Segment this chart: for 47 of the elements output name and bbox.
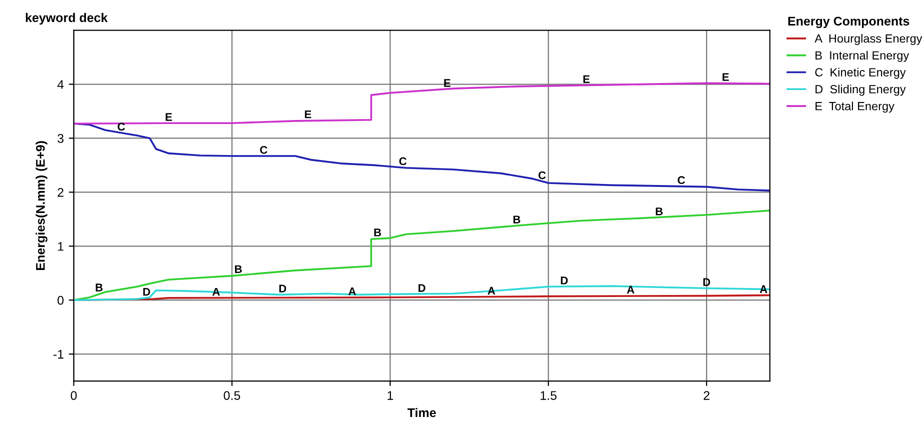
annotation: E bbox=[444, 79, 450, 87]
annotation: E bbox=[722, 73, 729, 81]
annotation: B bbox=[235, 265, 242, 273]
annotation: C bbox=[260, 146, 268, 154]
annotation: A bbox=[348, 287, 356, 296]
x-tick-label: 0 bbox=[70, 391, 77, 400]
y-tick-label: 4 bbox=[57, 80, 64, 89]
y-tick-label: 2 bbox=[58, 188, 64, 197]
annotation: D bbox=[279, 284, 286, 292]
line-series bbox=[74, 122, 770, 192]
legend-label: B Internal Energy bbox=[816, 50, 910, 62]
annotation: B bbox=[374, 228, 382, 236]
annotation: A bbox=[626, 286, 634, 294]
annotation: B bbox=[513, 216, 520, 224]
annotation: C bbox=[538, 171, 546, 180]
legend-title: Energy Components bbox=[788, 16, 910, 28]
legend-label: D Sliding Energy bbox=[816, 84, 906, 96]
x-tick-label: 0.5 bbox=[224, 391, 240, 400]
annotation: C bbox=[678, 176, 685, 184]
legend-label: C Kinetic Energy bbox=[815, 68, 906, 79]
annotation: D bbox=[560, 276, 568, 284]
y-tick-label: -1 bbox=[53, 350, 64, 359]
legend-label: A Hourglass Energy bbox=[814, 34, 922, 45]
annotation: A bbox=[760, 285, 768, 293]
annotation: B bbox=[656, 208, 663, 216]
annotation: E bbox=[166, 113, 172, 121]
annotation: D bbox=[703, 278, 710, 286]
x-axis-title: Time bbox=[407, 408, 436, 418]
y-tick-label: 0 bbox=[58, 296, 64, 305]
x-tick-label: 2 bbox=[704, 391, 710, 400]
chart-title: keyword deck bbox=[26, 12, 108, 25]
y-tick-label: 1 bbox=[58, 242, 64, 251]
y-tick-label: 3 bbox=[58, 134, 64, 143]
annotation: D bbox=[418, 284, 426, 292]
annotation: A bbox=[212, 288, 220, 296]
annotation: B bbox=[96, 284, 103, 292]
line-series bbox=[74, 210, 770, 302]
legend-label: E Total Energy bbox=[816, 102, 894, 113]
annotation: C bbox=[118, 122, 125, 131]
y-axis-title: Energies(N.mm) (E+9) bbox=[36, 141, 48, 270]
annotation: E bbox=[304, 110, 312, 118]
line-series bbox=[74, 285, 770, 302]
x-tick-label: 1 bbox=[388, 391, 394, 400]
annotation: C bbox=[399, 157, 407, 166]
annotation: E bbox=[583, 75, 590, 84]
x-tick-label: 1.5 bbox=[540, 391, 557, 400]
annotation: D bbox=[143, 288, 150, 296]
